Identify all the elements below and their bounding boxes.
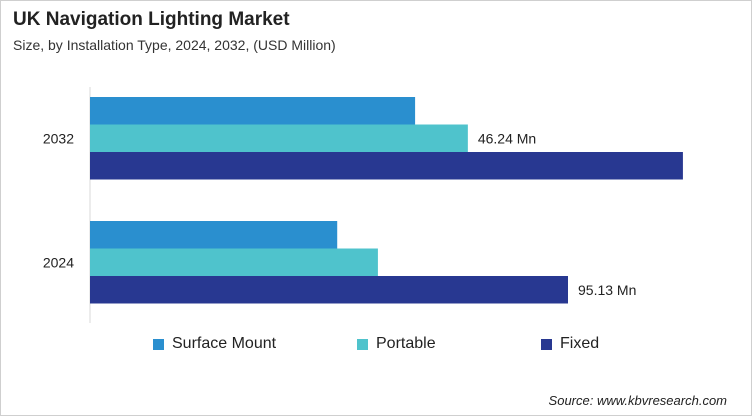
legend-label: Portable: [376, 335, 436, 352]
legend-item-surface-mount: Surface Mount: [153, 335, 276, 353]
source-note: Source: www.kbvresearch.com: [548, 393, 727, 408]
legend-swatch: [357, 338, 368, 350]
bar-fixed-2024: [90, 276, 568, 304]
legend-item-portable: Portable: [357, 335, 436, 353]
y-tick-label: 2024: [43, 254, 74, 270]
data-label: 95.13 Mn: [578, 282, 636, 298]
y-tick-label: 2032: [43, 130, 74, 146]
bar-surface-mount-2024: [90, 221, 338, 249]
chart-subtitle: Size, by Installation Type, 2024, 2032, …: [13, 37, 336, 53]
legend-label: Fixed: [560, 335, 600, 352]
legend-swatch: [541, 338, 552, 350]
chart-title: UK Navigation Lighting Market: [13, 9, 290, 30]
legend-label: Surface Mount: [172, 335, 277, 352]
bar-portable-2024: [90, 248, 378, 276]
legend-item-fixed: Fixed: [541, 335, 599, 353]
bar-fixed-2032: [90, 152, 683, 180]
data-label: 46.24 Mn: [478, 130, 536, 146]
bar-portable-2032: [90, 124, 468, 152]
bar-surface-mount-2032: [90, 97, 416, 125]
legend-swatch: [153, 338, 164, 350]
